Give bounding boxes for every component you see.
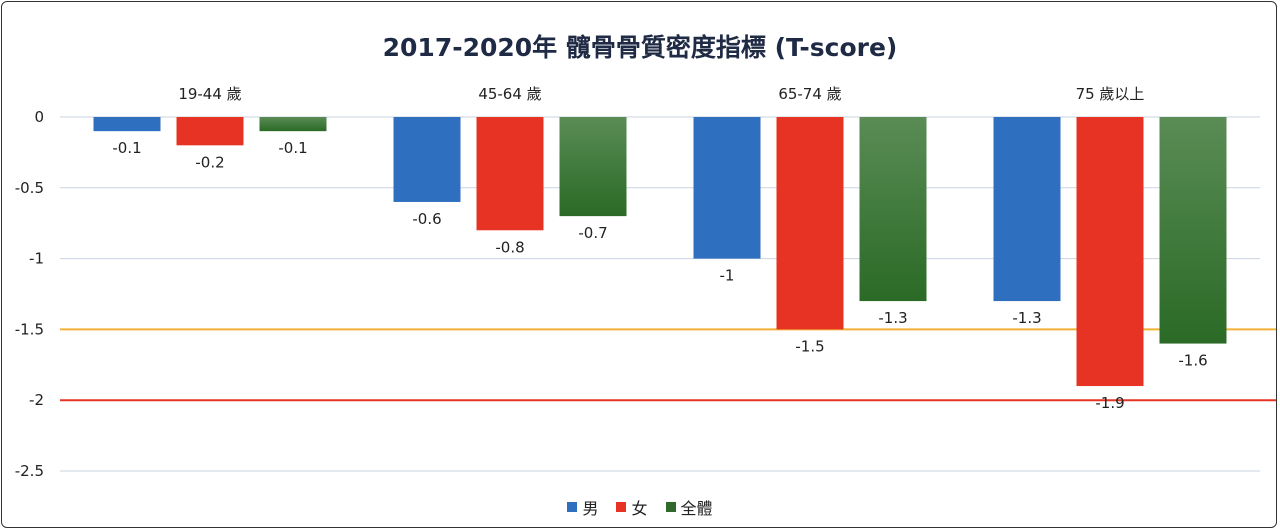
category-label: 65-74 歲 xyxy=(778,85,841,103)
category-label: 45-64 歲 xyxy=(478,85,541,103)
bar xyxy=(559,117,627,217)
data-label: -1.3 xyxy=(878,309,907,327)
category-label: 75 歲以上 xyxy=(1076,85,1145,103)
bar xyxy=(1159,117,1227,344)
legend-label: 全體 xyxy=(680,499,713,518)
bar xyxy=(1076,117,1144,387)
legend-item: 男 xyxy=(567,495,598,519)
data-label: -0.7 xyxy=(578,224,607,242)
data-label: -0.6 xyxy=(412,210,441,228)
bar xyxy=(176,117,244,146)
bar xyxy=(93,117,161,132)
bar xyxy=(776,117,844,330)
bar xyxy=(393,117,461,202)
data-label: -0.1 xyxy=(278,139,307,157)
category-label: 19-44 歲 xyxy=(178,85,241,103)
legend-swatch xyxy=(665,502,676,512)
legend-item: 女 xyxy=(616,495,648,519)
bar xyxy=(693,117,761,259)
y-tick-label: -1 xyxy=(29,250,44,268)
data-label: -0.8 xyxy=(495,238,524,256)
legend-swatch xyxy=(567,502,578,512)
data-label: -1.9 xyxy=(1095,394,1124,412)
y-tick-label: -0.5 xyxy=(15,179,44,197)
legend-swatch xyxy=(616,502,627,512)
bar xyxy=(859,117,927,302)
y-tick-label: -2.5 xyxy=(15,462,44,480)
data-label: -1.3 xyxy=(1012,309,1041,327)
legend-label: 女 xyxy=(631,499,648,518)
data-label: -1 xyxy=(720,267,735,285)
bar xyxy=(993,117,1061,302)
y-tick-label: 0 xyxy=(34,108,44,126)
data-label: -1.5 xyxy=(795,337,824,355)
legend-item: 全體 xyxy=(665,495,713,519)
bar xyxy=(259,117,327,132)
y-tick-label: -1.5 xyxy=(15,320,44,338)
data-label: -0.2 xyxy=(195,153,224,171)
data-label: -1.6 xyxy=(1178,352,1207,370)
chart-legend: 男 女 全體 xyxy=(2,495,1276,519)
y-tick-label: -2 xyxy=(29,391,44,409)
data-label: -0.1 xyxy=(112,139,141,157)
bar xyxy=(476,117,544,231)
chart-title: 2017-2020年 髖骨骨質密度指標 (T-score) xyxy=(382,33,898,62)
legend-label: 男 xyxy=(582,499,599,518)
